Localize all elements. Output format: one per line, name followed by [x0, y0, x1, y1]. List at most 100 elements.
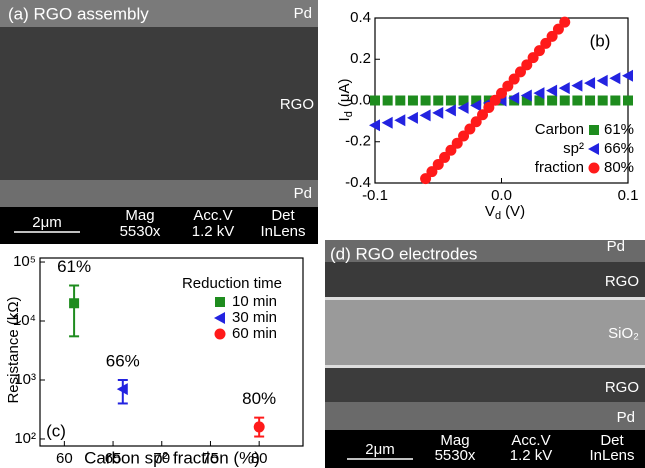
y-tick-label: 0.4 — [350, 9, 371, 26]
annotation: (c) — [46, 421, 66, 440]
annotation: (b) — [590, 31, 611, 50]
point-label: 61% — [57, 257, 91, 276]
y-tick-label: 10³ — [14, 371, 36, 388]
legend-label: 60 min — [232, 325, 277, 342]
marker — [571, 80, 582, 92]
marker — [445, 104, 456, 116]
info-value: InLens — [589, 447, 634, 464]
scale-label: 2μm — [365, 441, 394, 458]
edge — [325, 297, 645, 300]
panel-a: (a) RGO assembly Pd RGO Pd 2μm Mag 5530x… — [0, 0, 318, 244]
legend-title: fraction — [535, 159, 584, 176]
sio2-strip — [325, 300, 645, 365]
y-tick-label: 10⁵ — [13, 253, 36, 270]
legend-title: sp² — [563, 140, 584, 157]
marker — [446, 96, 456, 106]
marker — [395, 96, 405, 106]
region-label: Pd — [294, 5, 312, 22]
y-label-part: d — [343, 111, 355, 117]
info-value: 1.2 kV — [192, 223, 235, 240]
y-tick-label: -0.4 — [345, 174, 371, 191]
marker — [572, 96, 582, 106]
panel-label: (a) RGO assembly — [8, 4, 149, 23]
marker — [433, 96, 443, 106]
info-key: Acc.V — [193, 207, 232, 224]
point-label: 66% — [106, 351, 140, 370]
marker — [407, 112, 418, 124]
legend-label: 30 min — [232, 309, 277, 326]
x-tick-label: 70 — [153, 450, 170, 467]
legend-label: 61% — [604, 121, 634, 138]
marker — [588, 143, 599, 155]
marker — [215, 297, 225, 307]
figure: (a) RGO assembly Pd RGO Pd 2μm Mag 5530x… — [0, 0, 645, 468]
legend-title: Reduction time — [182, 275, 282, 292]
x-tick-label: 65 — [105, 450, 122, 467]
marker — [382, 117, 393, 129]
legend-label: 10 min — [232, 293, 277, 310]
marker — [584, 77, 595, 89]
marker — [560, 96, 570, 106]
marker — [214, 312, 225, 324]
marker — [610, 96, 620, 106]
rgo-strip — [0, 27, 318, 180]
legend-label: 66% — [604, 140, 634, 157]
x-axis-label: Vd (V) — [485, 203, 525, 222]
marker — [215, 329, 226, 340]
marker — [394, 114, 405, 126]
region-label: RGO — [280, 96, 314, 113]
marker — [598, 96, 608, 106]
marker — [69, 298, 79, 308]
scale-label: 2μm — [32, 214, 61, 231]
x-tick-label: 0.0 — [491, 187, 512, 204]
x-tick-label: 80 — [251, 450, 268, 467]
panel-d: (d) RGO electrodes Pd RGO SiO₂ RGO Pd 2μ… — [325, 238, 645, 468]
marker — [370, 96, 380, 106]
marker — [609, 72, 620, 84]
x-tick-label: 60 — [56, 450, 73, 467]
y-tick-label: -0.2 — [345, 133, 371, 150]
marker — [383, 96, 393, 106]
legend-title: Carbon — [535, 121, 584, 138]
marker — [559, 17, 570, 28]
info-key: Det — [271, 207, 295, 224]
x-label-part: (V) — [505, 203, 525, 220]
marker — [597, 75, 608, 87]
marker — [408, 96, 418, 106]
marker — [589, 163, 600, 174]
region-label: RGO — [605, 273, 639, 290]
info-key: Mag — [125, 207, 154, 224]
marker — [589, 125, 599, 135]
marker — [421, 96, 431, 106]
region-label: SiO₂ — [608, 325, 639, 342]
marker — [559, 82, 570, 94]
marker — [420, 109, 431, 121]
rgo-strip — [325, 262, 645, 297]
panel-label: (d) RGO electrodes — [330, 244, 477, 263]
info-value: 5530x — [120, 223, 161, 240]
legend-label: 80% — [604, 159, 634, 176]
marker — [585, 96, 595, 106]
region-label: Pd — [617, 409, 635, 426]
y-tick-label: 0.2 — [350, 50, 371, 67]
region-label: Pd — [607, 238, 625, 255]
point-label: 80% — [242, 389, 276, 408]
x-label-part: d — [495, 210, 501, 222]
marker — [432, 107, 443, 119]
y-tick-label: 10² — [14, 430, 36, 447]
info-value: 1.2 kV — [510, 447, 553, 464]
info-value: InLens — [260, 223, 305, 240]
pd-strip — [0, 180, 318, 207]
edge — [325, 365, 645, 368]
region-label: RGO — [605, 379, 639, 396]
info-value: 5530x — [435, 447, 476, 464]
marker — [547, 96, 557, 106]
rgo-strip — [325, 368, 645, 402]
marker — [254, 421, 265, 432]
pd-strip — [325, 402, 645, 430]
y-tick-label: 10⁴ — [13, 312, 36, 329]
y-tick-label: 0.0 — [350, 91, 371, 108]
marker — [546, 85, 557, 97]
x-label-part: V — [485, 203, 495, 220]
x-tick-label: 0.1 — [618, 187, 639, 204]
